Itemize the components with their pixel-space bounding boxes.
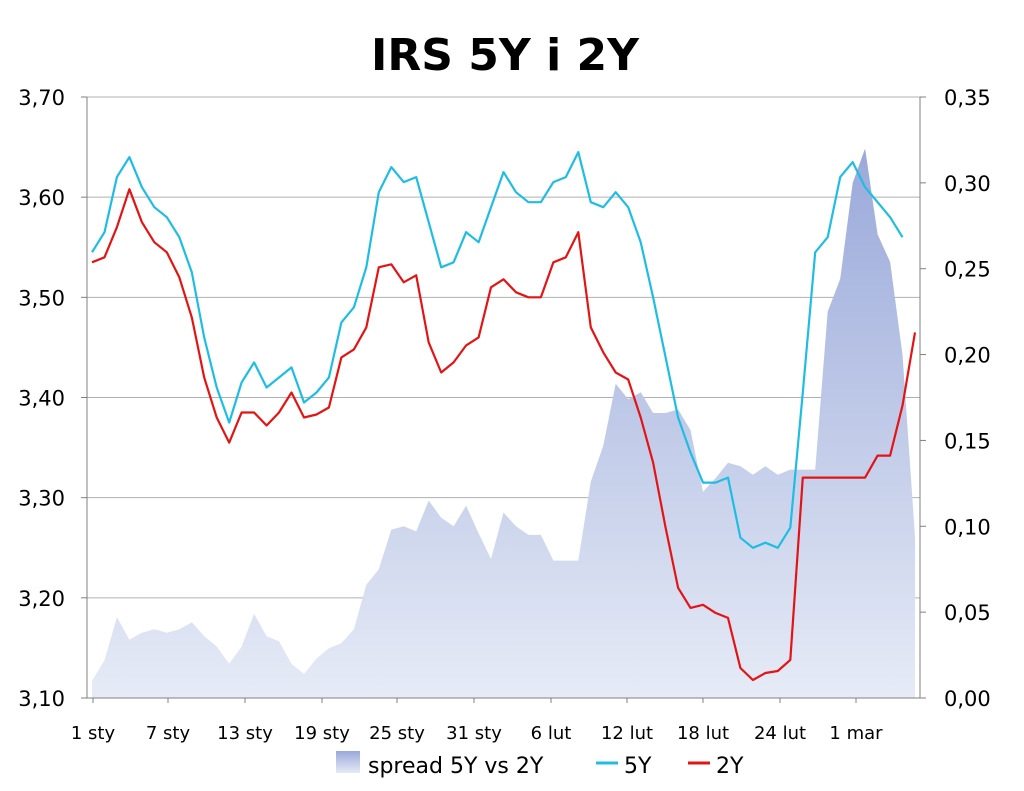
y-left-tick-label: 3,20 (18, 587, 65, 611)
series-line-2y (91, 188, 917, 682)
y-left-tick-label: 3,60 (18, 186, 65, 210)
axis-layer: 3,70 3,60 3,50 3,40 3,30 3,20 3,10 0,35 0,30 0,25… (18, 86, 991, 744)
y-right-tick-label: 0,05 (944, 601, 991, 625)
x-tick-label: 18 lut (677, 723, 729, 744)
chart-title: IRS 5Y i 2Y (371, 30, 639, 81)
y-left-tick-label: 3,10 (18, 687, 65, 711)
x-tick-label: 12 lut (601, 723, 653, 744)
y-left-tick-label: 3,40 (18, 387, 65, 411)
y-right-tick-label: 0,20 (944, 344, 991, 368)
x-tick-label: 6 lut (531, 723, 572, 744)
legend-swatch-spread (336, 751, 360, 773)
series-area-spread (92, 148, 915, 698)
y-right-tick-label: 0,00 (944, 687, 991, 711)
y-right-tick-label: 0,35 (944, 86, 991, 110)
line-layer (91, 151, 917, 682)
x-tick-label: 7 sty (146, 723, 191, 744)
legend-label-2y: 2Y (716, 754, 744, 779)
x-tick-label: 1 sty (71, 723, 116, 744)
series-line-5y (91, 151, 904, 549)
y-left-tick-label: 3,70 (18, 86, 65, 110)
x-tick-label: 25 sty (369, 723, 425, 744)
x-tick-label: 31 sty (446, 723, 502, 744)
x-tick-label: 24 lut (754, 723, 806, 744)
legend-label-5y: 5Y (624, 754, 652, 779)
y-right-tick-label: 0,10 (944, 515, 991, 539)
legend-label-spread: spread 5Y vs 2Y (368, 754, 544, 779)
x-tick-label: 13 sty (217, 723, 273, 744)
y-right-tick-label: 0,30 (944, 172, 991, 196)
x-tick-label: 1 mar (829, 723, 883, 744)
y-right-tick-label: 0,15 (944, 429, 991, 453)
y-left-tick-label: 3,30 (18, 487, 65, 511)
legend-layer: spread 5Y vs 2Y 5Y 2Y (336, 751, 744, 779)
y-right-tick-label: 0,25 (944, 258, 991, 282)
x-tick-label: 19 sty (294, 723, 350, 744)
area-layer (92, 148, 915, 698)
y-left-tick-label: 3,50 (18, 286, 65, 310)
